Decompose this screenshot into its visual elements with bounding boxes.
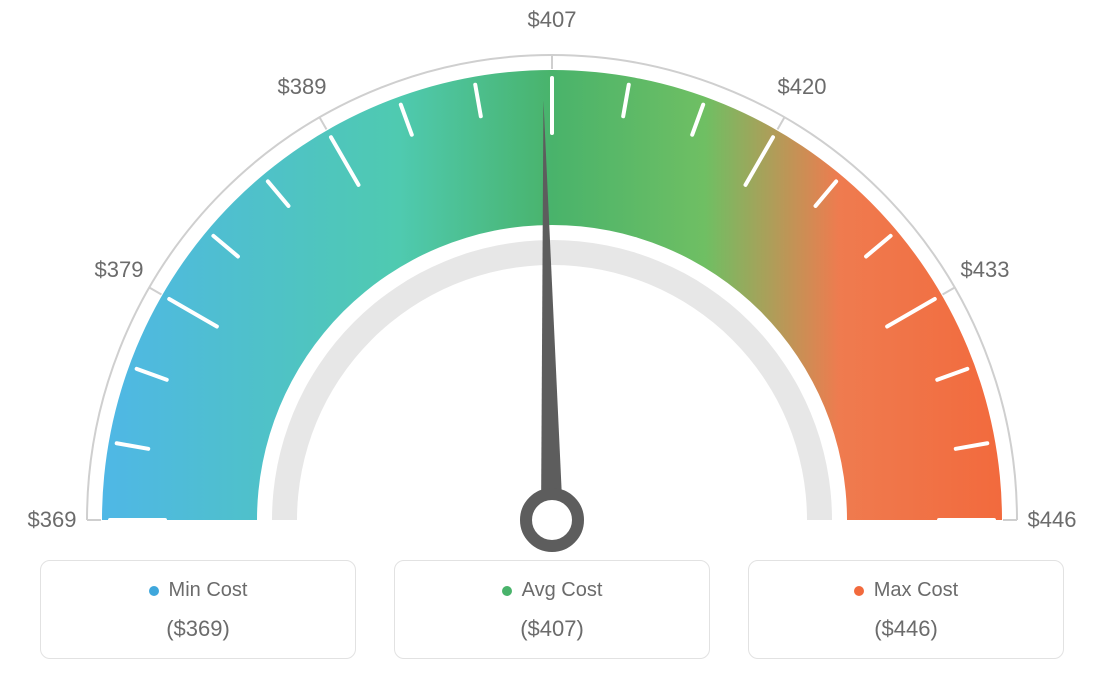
gauge-needle-hub xyxy=(526,494,578,546)
gauge-outer-tick xyxy=(320,117,327,129)
legend-value-max: ($446) xyxy=(759,616,1053,642)
gauge-tick-label: $379 xyxy=(95,257,144,283)
gauge-tick-label: $369 xyxy=(28,507,77,533)
cost-gauge: $369 $379 $389 $407 $420 $433 $446 xyxy=(0,0,1104,560)
gauge-tick-label: $420 xyxy=(778,74,827,100)
gauge-tick-label: $446 xyxy=(1028,507,1077,533)
legend-label-row: Min Cost xyxy=(51,579,345,602)
legend-label-min: Min Cost xyxy=(169,579,248,602)
gauge-outer-tick xyxy=(943,288,955,295)
legend-label-row: Avg Cost xyxy=(405,579,699,602)
legend-row: Min Cost ($369) Avg Cost ($407) Max Cost… xyxy=(0,560,1104,659)
gauge-tick-label: $433 xyxy=(961,257,1010,283)
gauge-tick-label: $407 xyxy=(528,7,577,33)
legend-label-max: Max Cost xyxy=(874,579,958,602)
legend-dot-avg xyxy=(502,586,512,596)
legend-value-avg: ($407) xyxy=(405,616,699,642)
legend-dot-max xyxy=(854,586,864,596)
legend-label-row: Max Cost xyxy=(759,579,1053,602)
gauge-svg xyxy=(0,0,1104,560)
legend-card-max: Max Cost ($446) xyxy=(748,560,1064,659)
legend-card-avg: Avg Cost ($407) xyxy=(394,560,710,659)
gauge-outer-tick xyxy=(778,117,785,129)
legend-card-min: Min Cost ($369) xyxy=(40,560,356,659)
legend-label-avg: Avg Cost xyxy=(522,579,603,602)
gauge-tick-label: $389 xyxy=(278,74,327,100)
legend-value-min: ($369) xyxy=(51,616,345,642)
gauge-outer-tick xyxy=(149,288,161,295)
legend-dot-min xyxy=(149,586,159,596)
